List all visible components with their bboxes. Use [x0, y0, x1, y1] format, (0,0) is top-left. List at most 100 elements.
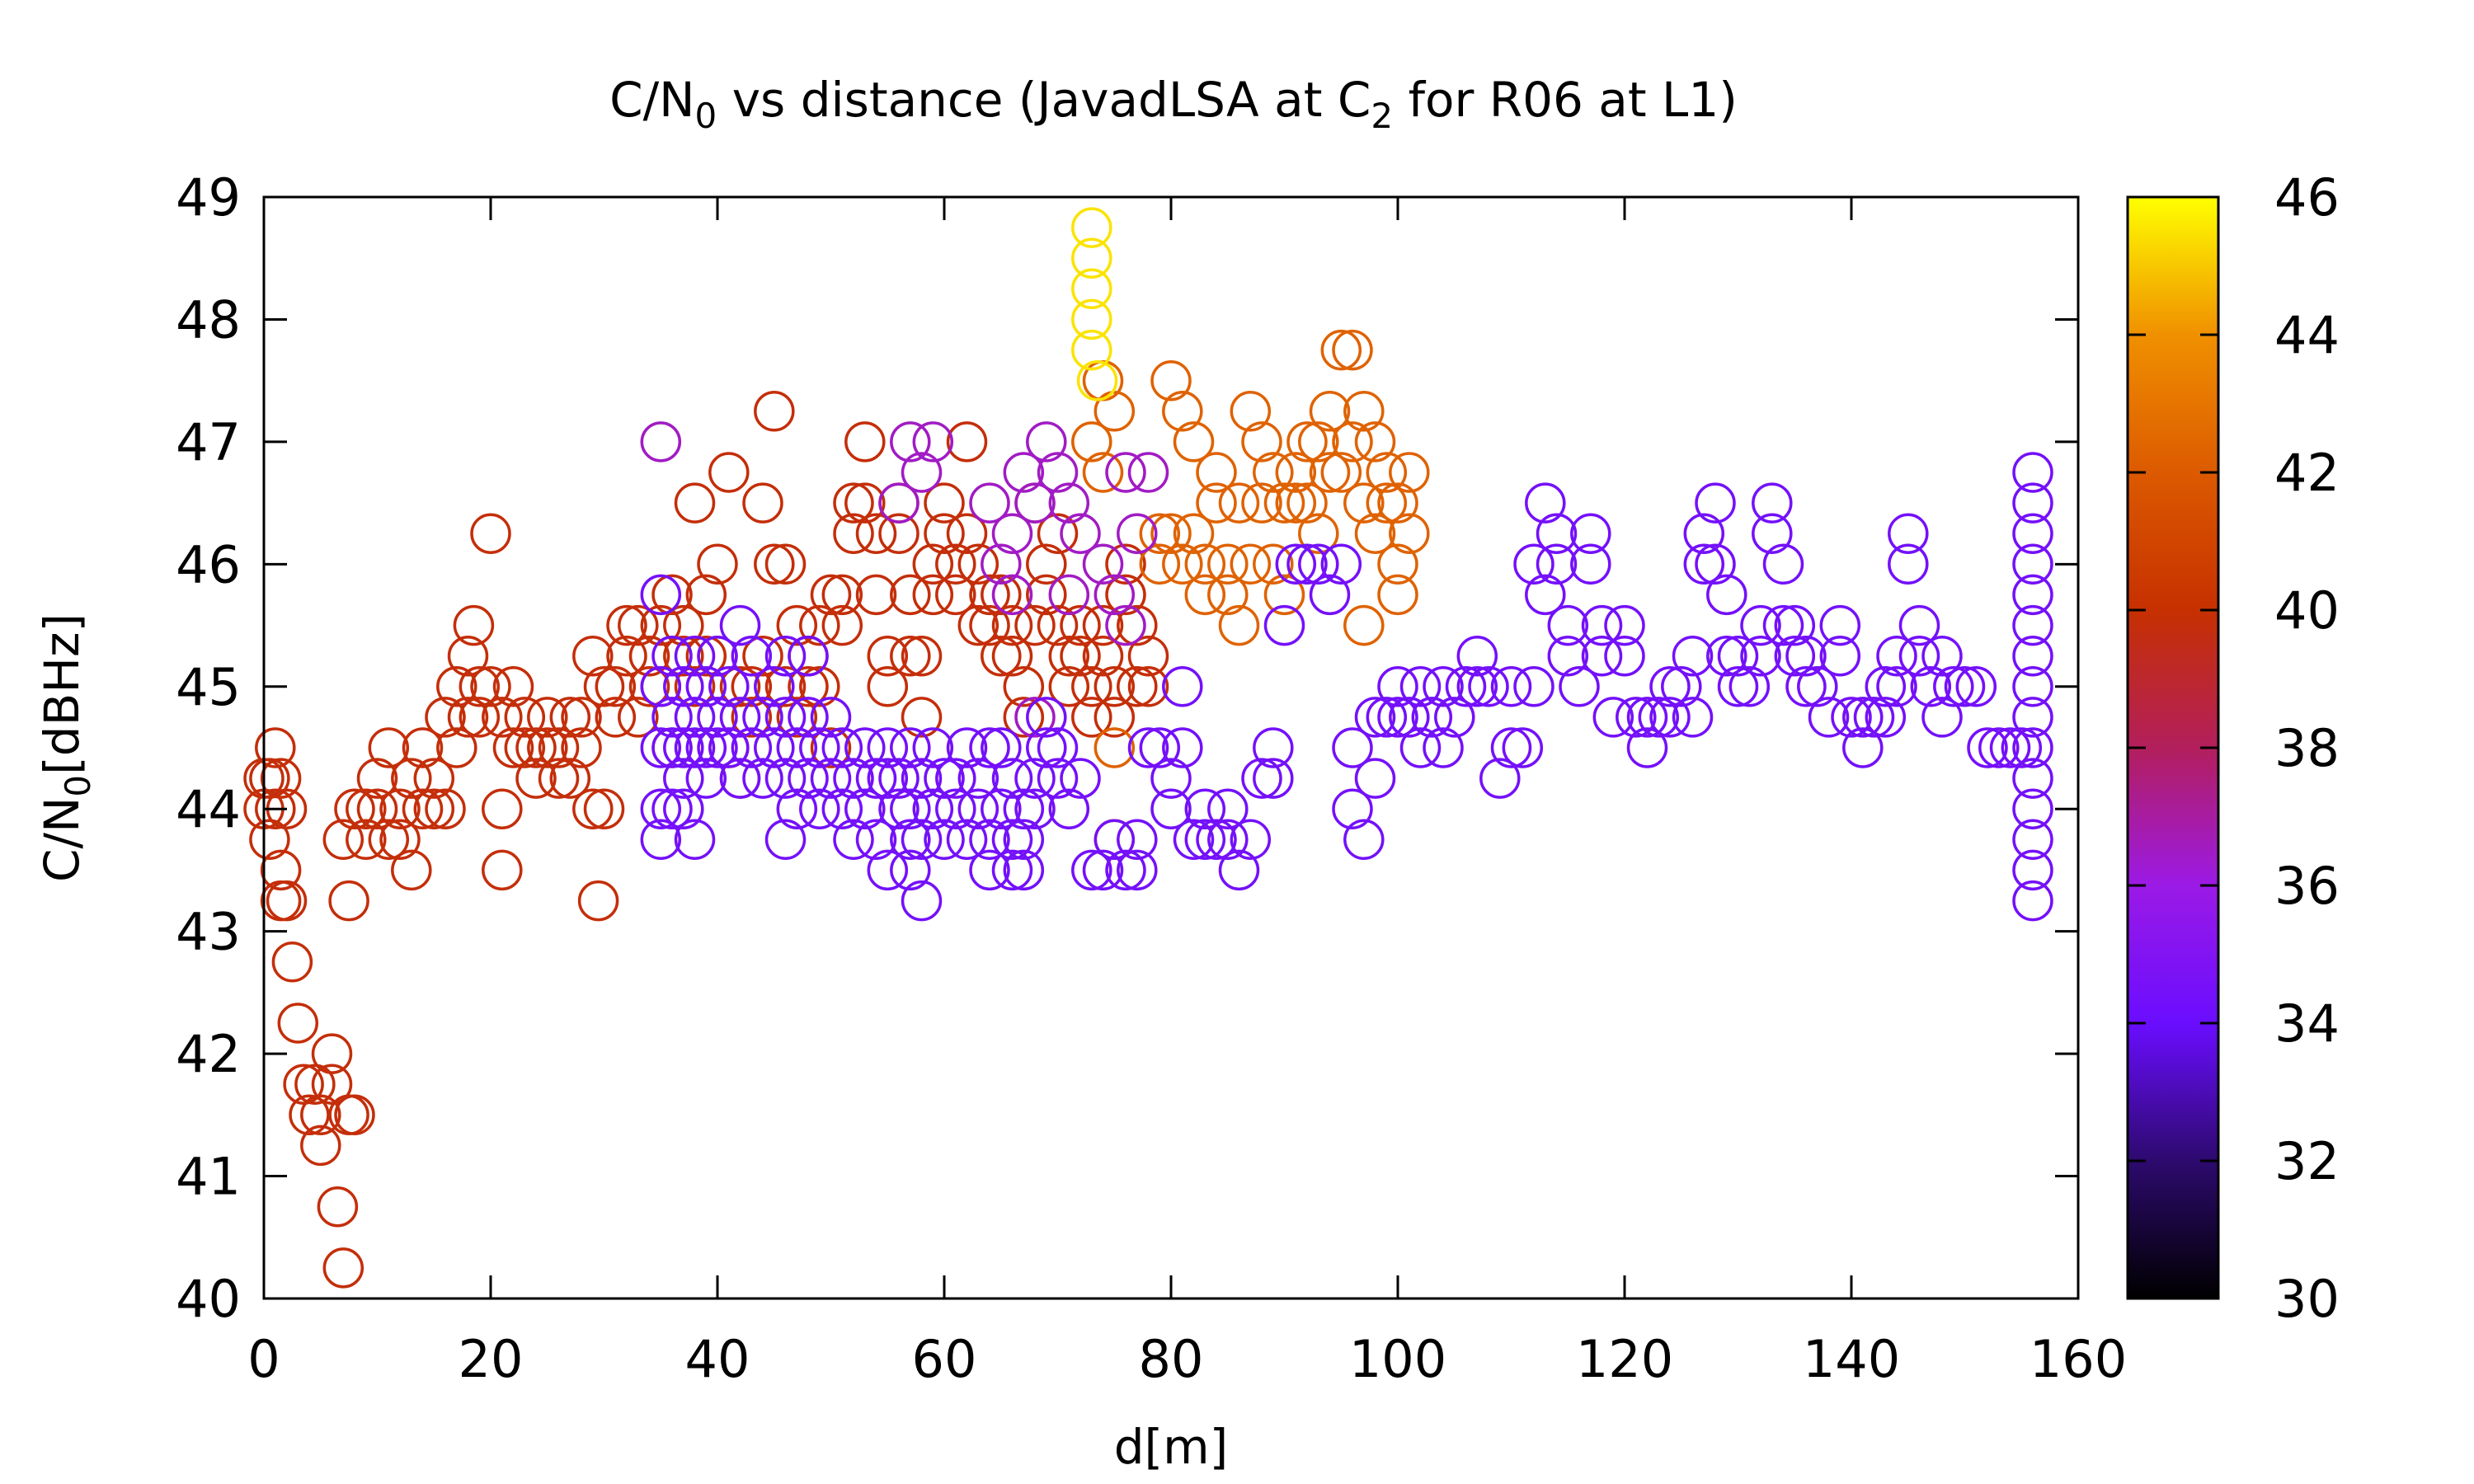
- data-point: [1797, 666, 1838, 707]
- data-point: [1037, 604, 1079, 646]
- data-point: [1604, 604, 1645, 646]
- data-point: [867, 635, 909, 677]
- data-point: [1196, 452, 1237, 493]
- data-point: [1525, 574, 1566, 616]
- data-point: [1127, 666, 1169, 707]
- y-axis-label: C/N0[dBHz]: [34, 613, 98, 882]
- data-point: [1389, 513, 1430, 554]
- data-point: [833, 758, 874, 799]
- data-point: [1921, 697, 1963, 738]
- data-point: [1570, 513, 1611, 554]
- data-point: [618, 697, 659, 738]
- data-point: [300, 1125, 341, 1167]
- data-point: [1048, 574, 1090, 616]
- data-point: [1354, 421, 1396, 463]
- data-point: [742, 482, 783, 524]
- data-point: [249, 758, 290, 799]
- data-point: [754, 543, 795, 585]
- data-point: [266, 880, 308, 922]
- data-point: [1218, 604, 1260, 646]
- data-point: [1819, 635, 1861, 677]
- data-point: [515, 727, 557, 768]
- data-point: [583, 666, 625, 707]
- data-point: [447, 635, 489, 677]
- data-point: [1094, 391, 1136, 432]
- data-point: [1649, 697, 1691, 738]
- data-point: [810, 574, 852, 616]
- data-point: [1547, 635, 1589, 677]
- data-point: [1241, 421, 1282, 463]
- data-point: [1082, 849, 1124, 891]
- data-point: [663, 788, 704, 829]
- data-point: [799, 727, 840, 768]
- data-point: [1150, 359, 1192, 402]
- data-point: [1332, 421, 1373, 463]
- colorbar-tick-label: 34: [2274, 993, 2340, 1054]
- x-tick-label: 20: [459, 1329, 524, 1389]
- data-point: [1275, 452, 1317, 493]
- y-label-rest: [dBHz]: [34, 613, 90, 775]
- data-point: [368, 727, 410, 768]
- data-point: [1525, 482, 1566, 524]
- data-point: [1808, 697, 1850, 738]
- data-point: [391, 849, 432, 891]
- data-point: [957, 543, 999, 585]
- data-point: [1819, 604, 1861, 646]
- data-point: [572, 635, 614, 677]
- data-point: [890, 849, 931, 891]
- data-point: [1910, 666, 1952, 707]
- data-point: [946, 421, 988, 463]
- data-point: [356, 758, 398, 799]
- data-point: [855, 574, 897, 616]
- data-point: [2001, 727, 2043, 768]
- data-point: [1298, 543, 1339, 585]
- data-point: [1638, 697, 1680, 738]
- data-point: [2012, 697, 2053, 738]
- data-point: [890, 574, 931, 616]
- data-point: [1071, 237, 1112, 279]
- data-point: [901, 819, 943, 861]
- data-point: [1377, 697, 1418, 738]
- data-point: [1298, 421, 1339, 463]
- data-point: [1581, 635, 1623, 677]
- data-point: [855, 758, 897, 799]
- data-point: [1003, 666, 1045, 707]
- data-point: [294, 1064, 336, 1105]
- data-point: [1661, 666, 1702, 707]
- x-tick-label: 60: [912, 1329, 977, 1389]
- data-point: [878, 758, 920, 799]
- data-point: [1332, 788, 1373, 829]
- data-point: [981, 635, 1022, 677]
- data-point: [2012, 452, 2053, 493]
- data-point: [1026, 421, 1067, 463]
- data-point: [1536, 513, 1578, 554]
- y-tick-label: 46: [176, 534, 241, 594]
- data-point: [595, 697, 637, 738]
- data-point: [878, 513, 920, 554]
- data-point: [640, 819, 682, 861]
- data-point: [1456, 666, 1498, 707]
- data-point: [1888, 543, 1929, 585]
- data-point: [946, 819, 988, 861]
- data-point: [901, 635, 943, 677]
- y-tick-label: 44: [176, 779, 241, 839]
- data-point: [1377, 666, 1418, 707]
- data-point: [538, 758, 580, 799]
- data-point: [1048, 635, 1090, 677]
- data-point: [1241, 758, 1282, 799]
- data-point: [1423, 666, 1464, 707]
- data-point: [969, 604, 1010, 646]
- data-point: [1127, 727, 1169, 768]
- data-point: [764, 819, 807, 861]
- data-point: [1026, 574, 1067, 616]
- data-point: [981, 788, 1022, 829]
- data-point: [821, 788, 863, 829]
- data-point: [1559, 666, 1600, 707]
- data-point: [561, 697, 602, 738]
- data-point: [1275, 543, 1317, 585]
- data-point: [764, 697, 807, 738]
- data-point: [912, 543, 954, 585]
- data-point: [1048, 482, 1090, 524]
- data-point: [663, 604, 704, 646]
- data-point: [1253, 452, 1294, 493]
